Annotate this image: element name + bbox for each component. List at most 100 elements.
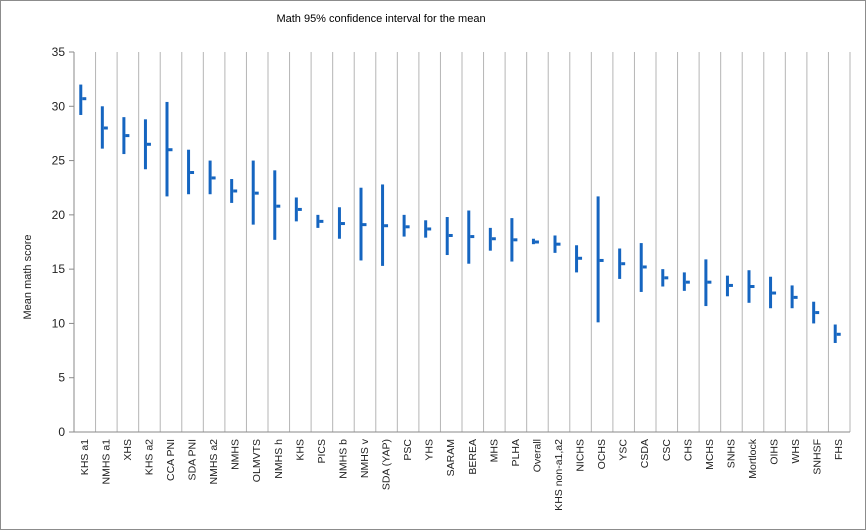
- mean-tick: [772, 291, 777, 295]
- y-tick-labels: 0 5 10 15 20 25 30 35: [52, 45, 66, 439]
- ci-bar: [812, 301, 816, 324]
- ci-bar: [143, 119, 147, 170]
- ci-bar: [704, 259, 708, 307]
- ci-bar: [790, 285, 794, 309]
- mean-tick: [405, 225, 410, 229]
- ci-bar: [661, 269, 665, 287]
- ci-bar: [100, 106, 104, 149]
- chart-title: Math 95% confidence interval for the mea…: [276, 13, 485, 25]
- y-tick-label: 5: [58, 371, 65, 385]
- ci-bar: [747, 270, 751, 303]
- ci-bar: [445, 217, 449, 256]
- mean-tick: [750, 285, 755, 289]
- y-tick-label: 20: [52, 208, 66, 222]
- mean-tick: [254, 191, 259, 195]
- ci-bar: [165, 101, 169, 197]
- mean-tick: [621, 262, 626, 266]
- mean-tick: [470, 235, 475, 239]
- x-tick-label: KHS a2: [143, 439, 155, 475]
- x-tick-label: SNHS: [725, 439, 737, 468]
- y-tick-label: 10: [52, 316, 66, 330]
- x-tick-label: FHS: [833, 439, 845, 460]
- ci-bar: [337, 207, 341, 239]
- mean-tick: [728, 283, 733, 287]
- ci-bar: [682, 272, 686, 291]
- mean-tick: [319, 219, 324, 223]
- mean-tick: [836, 332, 841, 336]
- ci-bar: [273, 170, 277, 240]
- x-tick-label: KHS non-a1,a2: [553, 439, 565, 511]
- ci-bar: [402, 214, 406, 237]
- mean-tick: [448, 233, 453, 237]
- x-tick-label: CSDA: [639, 439, 651, 468]
- ci-bar: [531, 238, 535, 245]
- ci-bar: [251, 160, 255, 225]
- x-tick-label: NMHS: [230, 439, 242, 470]
- mean-tick: [642, 265, 647, 269]
- x-tick-label: NMHS b: [337, 439, 349, 479]
- x-tick-label: PLHA: [510, 439, 522, 466]
- ci-bar: [769, 276, 773, 309]
- mean-tick: [276, 204, 281, 208]
- mean-tick: [362, 223, 367, 227]
- ci-bar: [488, 227, 492, 251]
- y-tick-label: 30: [52, 99, 66, 113]
- ci-bar: [553, 235, 557, 253]
- mean-tick: [793, 295, 798, 299]
- mean-tick: [340, 222, 345, 226]
- x-tick-label: MCHS: [704, 439, 716, 470]
- x-tick-label: Mortlock: [747, 438, 759, 478]
- x-tick-label: NMHS v: [359, 438, 371, 478]
- mean-tick: [168, 148, 173, 152]
- ci-bar: [725, 275, 729, 297]
- mean-tick: [427, 227, 432, 231]
- x-tick-label: OCHS: [596, 439, 608, 469]
- ci-bar: [596, 196, 600, 323]
- mean-tick: [815, 311, 820, 315]
- x-tick-label: SNHSF: [812, 439, 824, 475]
- mean-tick: [103, 126, 108, 130]
- x-tick-label: CSC: [661, 439, 673, 462]
- axes: [69, 51, 850, 433]
- x-tick-label: SDA (YAP): [381, 439, 393, 490]
- x-tick-label: PICS: [316, 439, 328, 464]
- mean-tick: [146, 142, 151, 146]
- ci-bar: [187, 149, 191, 195]
- mean-tick: [297, 207, 302, 211]
- mean-tick: [190, 171, 195, 175]
- x-tick-label: NMHS a2: [208, 439, 220, 485]
- ci-bar: [230, 179, 234, 203]
- ci-bar: [381, 184, 385, 266]
- ci-bar: [294, 197, 298, 222]
- x-tick-label: NMHS a1: [100, 439, 112, 485]
- mean-tick: [707, 280, 712, 284]
- ci-bar: [639, 243, 643, 292]
- x-tick-label: OLMVTS: [251, 439, 263, 482]
- x-tick-labels: KHS a1 NMHS a1 XHS KHS a2 CCA PNI SDA PNI NMHS…: [79, 438, 845, 511]
- y-tick-label: 15: [52, 262, 66, 276]
- x-tick-label: XHS: [122, 439, 134, 461]
- ci-bar: [510, 218, 514, 262]
- ci-bar: [424, 220, 428, 238]
- ci-bar: [575, 245, 579, 273]
- x-tick-label: SDA PNI: [187, 439, 199, 480]
- mean-tick: [233, 189, 238, 193]
- mean-tick: [685, 280, 690, 284]
- x-tick-label: WHS: [790, 439, 802, 464]
- ci-bar: [618, 248, 622, 279]
- mean-tick: [578, 256, 583, 260]
- ci-bar: [208, 160, 212, 195]
- gridlines: [95, 52, 851, 432]
- mean-tick: [599, 258, 604, 262]
- mean-tick: [664, 276, 669, 280]
- x-tick-label: PSC: [402, 439, 414, 461]
- y-axis-label: Mean math score: [22, 235, 34, 320]
- x-tick-label: MHS: [488, 439, 500, 462]
- mean-tick: [513, 238, 518, 242]
- y-tick-label: 25: [52, 154, 66, 168]
- mean-tick: [125, 134, 130, 138]
- x-tick-label: KHS: [294, 439, 306, 461]
- x-tick-label: SARAM: [445, 439, 457, 476]
